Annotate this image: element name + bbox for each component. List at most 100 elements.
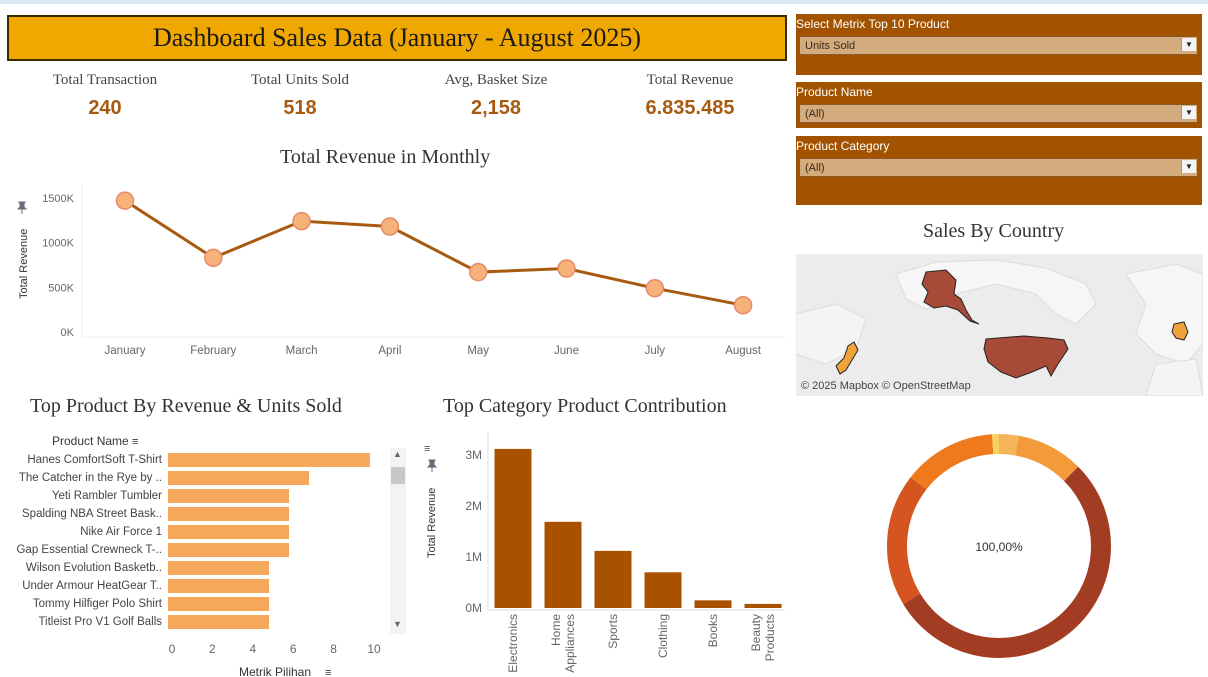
scroll-up-icon[interactable]: ▲ [393, 449, 402, 459]
dashboard-title: Dashboard Sales Data (January - August 2… [7, 15, 787, 61]
filter-product-name-label: Product Name [796, 85, 873, 99]
product-label[interactable]: Titleist Pro V1 Golf Balls [38, 616, 162, 628]
chevron-down-icon[interactable]: ▼ [1181, 160, 1196, 173]
map-title: Sales By Country [923, 220, 1065, 242]
category-bar[interactable] [694, 600, 732, 608]
chevron-down-icon[interactable]: ▼ [1181, 38, 1196, 51]
sales-map[interactable]: © 2025 Mapbox © OpenStreetMap [796, 254, 1203, 396]
product-label[interactable]: Yeti Rambler Tumbler [51, 490, 162, 502]
product-bar[interactable] [168, 543, 290, 557]
alaska-region [921, 269, 980, 325]
metric-select[interactable]: Units Sold ▼ [799, 36, 1198, 55]
donut-slice[interactable] [998, 434, 1019, 456]
product-bar[interactable] [168, 579, 269, 593]
kpi-value: 518 [283, 97, 317, 119]
products-scrollbar[interactable]: ▲ ▼ [390, 448, 406, 634]
scroll-down-icon[interactable]: ▼ [393, 619, 402, 629]
monthly-chart-title: Total Revenue in Monthly [280, 146, 491, 168]
kpi-value: 6.835.485 [645, 97, 735, 119]
product-label[interactable]: The Catcher in the Rye by .. [18, 472, 162, 484]
data-point[interactable] [733, 295, 753, 315]
product-bar[interactable] [168, 489, 290, 503]
pin-icon[interactable] [16, 201, 28, 214]
product-bar[interactable] [168, 597, 269, 611]
kpi-label: Total Revenue [646, 72, 734, 88]
y-tick-label: 1000K [42, 238, 74, 250]
donut-slice[interactable] [910, 434, 994, 490]
product-bar[interactable] [168, 561, 269, 575]
y-tick-label: 3M [465, 448, 482, 462]
category-bar[interactable] [544, 521, 582, 608]
japan-region [835, 341, 859, 375]
donut-slice[interactable] [903, 466, 1111, 658]
donut-slice[interactable] [887, 477, 927, 604]
products-chart-title: Top Product By Revenue & Units Sold [30, 395, 342, 417]
data-point[interactable] [557, 259, 576, 278]
products-x-axis: 0 2 4 6 8 10 Metrik Pilihan ≡ [169, 642, 381, 677]
filter-product-category-label: Product Category [796, 139, 890, 153]
product-category-select-value: (All) [805, 161, 825, 174]
y-tick-label: 500K [48, 282, 74, 294]
product-bar[interactable] [168, 615, 269, 629]
x-tick-label: 10 [367, 642, 381, 656]
sort-icon[interactable]: ≡ [132, 436, 139, 448]
x-tick-label: Books [706, 614, 720, 647]
product-label[interactable]: Tommy Hilfiger Polo Shirt [32, 598, 162, 610]
data-point[interactable] [645, 278, 665, 298]
category-bar[interactable] [594, 550, 632, 608]
data-point[interactable] [204, 248, 223, 268]
kpi-value: 240 [88, 97, 122, 119]
world-map [796, 254, 1203, 396]
product-name-select[interactable]: (All) ▼ [799, 104, 1198, 123]
product-name-header[interactable]: Product Name ≡ [52, 434, 138, 448]
product-label[interactable]: Hanes ComfortSoft T-Shirt [27, 454, 162, 466]
pin-icon[interactable] [426, 459, 438, 472]
product-bar[interactable] [168, 525, 290, 539]
chevron-down-icon[interactable]: ▼ [1181, 106, 1196, 119]
x-tick-label: 2 [209, 642, 216, 656]
product-bar[interactable] [168, 471, 310, 485]
product-label[interactable]: Spalding NBA Street Bask.. [22, 508, 162, 520]
filter-metric: Select Metrix Top 10 Product Units Sold … [796, 14, 1202, 75]
category-bar[interactable] [744, 603, 782, 608]
x-tick-label: Clothing [656, 614, 670, 658]
x-tick-label: 8 [330, 642, 337, 656]
data-point[interactable] [292, 211, 311, 231]
kpi-label: Total Transaction [52, 72, 158, 88]
product-bar[interactable] [168, 453, 370, 467]
product-label[interactable]: Wilson Evolution Basketb.. [25, 562, 162, 574]
category-bar-chart: ≡ Total Revenue 3M 2M 1M 0M Electronics Home… [424, 432, 785, 673]
map-attribution: © 2025 Mapbox © OpenStreetMap [801, 380, 971, 392]
product-bar[interactable] [168, 507, 290, 521]
x-tick-label: 0 [169, 642, 176, 656]
y-tick-label: 1M [465, 550, 482, 564]
product-label[interactable]: Under Armour HeatGear T.. [22, 580, 162, 592]
filter-product-category: Product Category (All) ▼ [796, 136, 1202, 205]
y-tick-label: 1500K [42, 193, 74, 205]
y-tick-label: 2M [465, 499, 482, 513]
monthly-revenue-chart: Total Revenue 1500K 1000K 500K 0K January Fe… [16, 185, 785, 357]
kpi-total-units-sold: Total Units Sold 518 [205, 72, 395, 120]
kpi-total-revenue: Total Revenue 6.835.485 [595, 72, 785, 120]
data-point[interactable] [380, 217, 400, 236]
x-tick-label: Appliances [563, 614, 577, 673]
donut-slice[interactable] [1015, 435, 1079, 482]
x-tick-label: February [190, 345, 236, 357]
data-point[interactable] [468, 262, 488, 282]
kpi-total-transaction: Total Transaction 240 [10, 72, 200, 120]
product-name-select-value: (All) [805, 107, 825, 120]
data-point[interactable] [115, 191, 135, 210]
product-label[interactable]: Gap Essential Crewneck T-.. [16, 544, 162, 556]
kpi-label: Avg, Basket Size [444, 72, 548, 88]
scrollbar-thumb[interactable] [391, 467, 405, 484]
x-tick-label: March [286, 345, 318, 357]
category-bar[interactable] [644, 572, 682, 608]
germany-region [1171, 321, 1189, 341]
y-axis-label: Total Revenue [18, 229, 30, 299]
product-label[interactable]: Nike Air Force 1 [80, 526, 162, 538]
product-category-select[interactable]: (All) ▼ [799, 158, 1198, 177]
category-bar[interactable] [494, 448, 532, 608]
y-tick-label: 0K [61, 327, 75, 339]
top-bar [0, 0, 1208, 4]
product-name-header-label: Product Name [52, 434, 129, 448]
